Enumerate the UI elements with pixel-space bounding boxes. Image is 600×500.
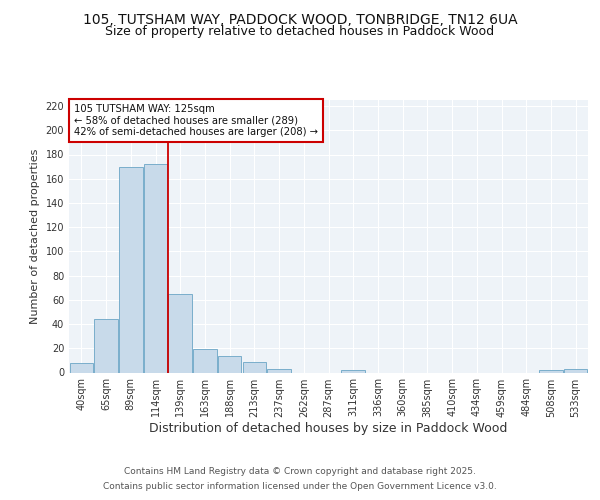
Bar bbox=[218, 356, 241, 372]
Text: 105 TUTSHAM WAY: 125sqm
← 58% of detached houses are smaller (289)
42% of semi-d: 105 TUTSHAM WAY: 125sqm ← 58% of detache… bbox=[74, 104, 318, 138]
Text: Contains public sector information licensed under the Open Government Licence v3: Contains public sector information licen… bbox=[103, 482, 497, 491]
X-axis label: Distribution of detached houses by size in Paddock Wood: Distribution of detached houses by size … bbox=[149, 422, 508, 436]
Bar bbox=[119, 166, 143, 372]
Bar bbox=[70, 363, 93, 372]
Bar bbox=[94, 319, 118, 372]
Y-axis label: Number of detached properties: Number of detached properties bbox=[30, 148, 40, 324]
Bar bbox=[341, 370, 365, 372]
Bar bbox=[193, 350, 217, 372]
Bar bbox=[242, 362, 266, 372]
Bar bbox=[268, 369, 291, 372]
Bar bbox=[169, 294, 192, 372]
Text: 105, TUTSHAM WAY, PADDOCK WOOD, TONBRIDGE, TN12 6UA: 105, TUTSHAM WAY, PADDOCK WOOD, TONBRIDG… bbox=[83, 12, 517, 26]
Text: Size of property relative to detached houses in Paddock Wood: Size of property relative to detached ho… bbox=[106, 25, 494, 38]
Bar bbox=[539, 370, 563, 372]
Text: Contains HM Land Registry data © Crown copyright and database right 2025.: Contains HM Land Registry data © Crown c… bbox=[124, 467, 476, 476]
Bar bbox=[564, 369, 587, 372]
Bar bbox=[144, 164, 167, 372]
